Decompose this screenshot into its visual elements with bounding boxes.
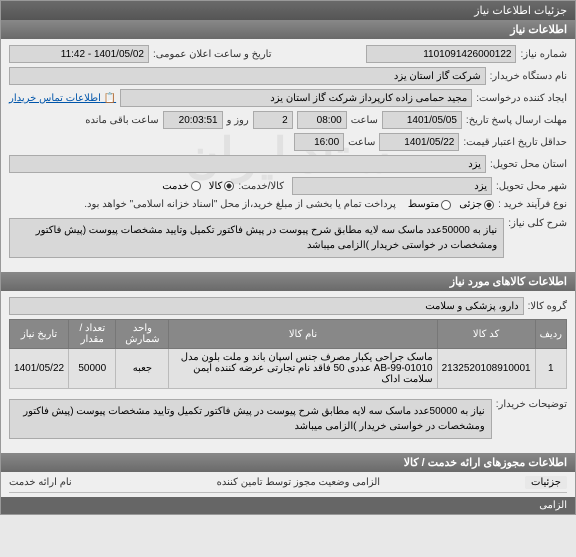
- table-header: تعداد / مقدار: [69, 320, 116, 349]
- section-goods-header: اطلاعات کالاهای مورد نیاز: [1, 272, 575, 291]
- table-header: کد کالا: [437, 320, 535, 349]
- contact-link-text: اطلاعات تماس خریدار: [9, 93, 101, 104]
- province-label: استان محل تحویل:: [490, 159, 567, 170]
- buyer-field: شرکت گاز استان یزد: [9, 67, 486, 85]
- goods-group-label: گروه کالا:: [528, 301, 567, 312]
- service-goods-label: کالا/خدمت:: [238, 181, 284, 192]
- radio-checked-icon: [484, 200, 494, 210]
- service-name-label: نام ارائه خدمت: [9, 477, 72, 488]
- days-label: روز و: [227, 115, 249, 126]
- window-titlebar: جزئیات اطلاعات نیاز: [1, 1, 575, 20]
- deadline-date: 1401/05/05: [382, 111, 462, 129]
- desc-text: نیاز به 50000عدد ماسک سه لایه مطابق شرح …: [9, 218, 504, 258]
- table-cell: ماسک جراحی یکبار مصرف جنس اسپان باند و م…: [169, 349, 437, 389]
- radio-icon: [441, 200, 451, 210]
- mandatory-bar: الزامی: [1, 497, 575, 514]
- buyer-desc-label: توضیحات خریدار:: [496, 395, 567, 410]
- need-no-label: شماره نیاز:: [520, 49, 567, 60]
- section-permits-header: اطلاعات مجوزهای ارائه خدمت / کالا: [1, 453, 575, 472]
- table-cell: 2132520108910001: [437, 349, 535, 389]
- table-cell: جعبه: [116, 349, 169, 389]
- service-radio[interactable]: خدمت: [162, 181, 201, 192]
- purchase-type-label: نوع فرآیند خرید :: [498, 199, 567, 210]
- service-radio-label: خدمت: [162, 181, 189, 192]
- goods-service-radio: کالا خدمت: [162, 181, 234, 192]
- details-window: جزئیات اطلاعات نیاز اطلاعات نیاز ستاد ای…: [0, 0, 576, 515]
- medium-radio[interactable]: متوسط: [408, 199, 451, 210]
- province-field: یزد: [9, 155, 486, 173]
- radio-icon: [191, 181, 201, 191]
- announce-label: تاریخ و ساعت اعلان عمومی:: [153, 49, 272, 60]
- buyer-desc-text: نیاز به 50000عدد ماسک سه لایه مطابق شرح …: [9, 399, 492, 439]
- time-label-1: ساعت: [351, 115, 378, 126]
- table-header: ردیف: [535, 320, 566, 349]
- info-form: ستاد ایران شماره نیاز: 1101091426000122 …: [1, 39, 575, 272]
- validity-date: 1401/05/22: [379, 133, 459, 151]
- goods-radio-label: کالا: [209, 181, 223, 192]
- time-label-2: ساعت: [348, 137, 375, 148]
- contact-link[interactable]: 📋 اطلاعات تماس خریدار: [9, 93, 116, 104]
- deadline-time: 08:00: [297, 111, 347, 129]
- validity-label: حداقل تاریخ اعتبار قیمت:: [463, 137, 567, 148]
- table-cell: 1: [535, 349, 566, 389]
- permits-form: جزئیات الزامی وضعیت مجوز توسط تامین کنند…: [1, 472, 575, 514]
- medium-radio-label: متوسط: [408, 199, 439, 210]
- announce-field: 1401/05/02 - 11:42: [9, 45, 149, 63]
- table-header: نام کالا: [169, 320, 437, 349]
- goods-form: ستاد ایران گروه کالا: دارو، پزشکی و سلام…: [1, 291, 575, 453]
- requester-field: مجید حمامی زاده کارپرداز شرکت گاز استان …: [120, 89, 472, 107]
- city-label: شهر محل تحویل:: [496, 181, 567, 192]
- small-radio[interactable]: جزئی: [459, 199, 494, 210]
- goods-table: ردیفکد کالانام کالاواحد شمارشتعداد / مقد…: [9, 319, 567, 389]
- small-radio-label: جزئی: [459, 199, 482, 210]
- table-row: 12132520108910001ماسک جراحی یکبار مصرف ج…: [10, 349, 567, 389]
- table-header: تاریخ نیاز: [10, 320, 69, 349]
- city-field: یزد: [292, 177, 492, 195]
- purchase-type-radio: جزئی متوسط: [408, 199, 494, 210]
- permit-status-label: الزامی وضعیت مجوز توسط تامین کننده: [76, 477, 521, 488]
- details-badge[interactable]: جزئیات: [525, 476, 567, 489]
- radio-checked-icon: [224, 181, 234, 191]
- buyer-label: نام دستگاه خریدار:: [490, 71, 567, 82]
- section-info-header: اطلاعات نیاز: [1, 20, 575, 39]
- requester-label: ایجاد کننده درخواست:: [476, 93, 567, 104]
- goods-group-field: دارو، پزشکی و سلامت: [9, 297, 524, 315]
- validity-time: 16:00: [294, 133, 344, 151]
- goods-radio[interactable]: کالا: [209, 181, 235, 192]
- days-field: 2: [253, 111, 293, 129]
- table-cell: 50000: [69, 349, 116, 389]
- table-header: واحد شمارش: [116, 320, 169, 349]
- table-cell: 1401/05/22: [10, 349, 69, 389]
- purchase-note: پرداخت تمام یا بخشی از مبلغ خرید،از محل …: [84, 199, 396, 210]
- desc-label: شرح کلی نیاز:: [508, 214, 567, 229]
- remaining-label: ساعت باقی مانده: [85, 115, 158, 126]
- remaining-field: 20:03:51: [163, 111, 223, 129]
- need-no-field: 1101091426000122: [366, 45, 516, 63]
- deadline-label: مهلت ارسال پاسخ تاریخ:: [466, 115, 567, 126]
